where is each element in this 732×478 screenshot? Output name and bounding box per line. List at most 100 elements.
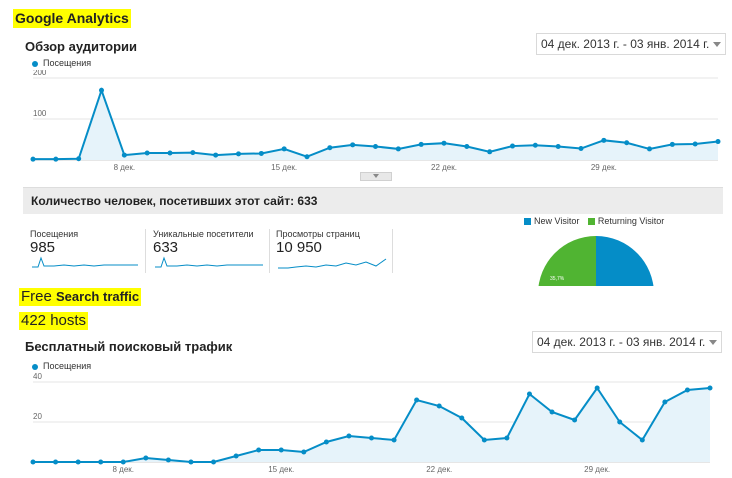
data-point [188, 459, 194, 465]
data-point [487, 149, 493, 155]
data-point [53, 156, 59, 162]
metric-unique-visitors[interactable]: Уникальные посетители 633 [153, 229, 265, 275]
data-point [98, 459, 104, 465]
data-point [165, 457, 171, 463]
data-point [30, 459, 36, 465]
search-traffic-heading: Free Search traffic [19, 288, 142, 306]
data-point [707, 385, 713, 391]
x-tick-label: 29 дек. [584, 465, 610, 474]
metric-separator [145, 229, 146, 273]
x-tick-label: 22 дек. [431, 163, 457, 172]
x-tick-label: 15 дек. [271, 163, 297, 172]
y-tick-label: 20 [33, 412, 42, 421]
data-point [414, 397, 420, 403]
data-point [532, 142, 538, 148]
data-point [120, 459, 126, 465]
metric-label: Уникальные посетители [153, 229, 254, 239]
data-point [464, 143, 470, 149]
data-point [669, 141, 675, 147]
data-point [99, 87, 104, 93]
data-point [211, 459, 217, 465]
data-point [30, 156, 36, 162]
data-point [617, 419, 623, 425]
pie-slice-label: 35,7% [550, 276, 565, 282]
chevron-down-icon [713, 42, 722, 48]
chart-resize-handle[interactable] [360, 172, 392, 181]
overview-date-range[interactable]: 04 дек. 2013 г. - 03 янв. 2014 г. [536, 33, 727, 55]
data-point [715, 139, 721, 145]
data-point [350, 142, 356, 148]
search-title: Бесплатный поисковый трафик [25, 339, 233, 354]
x-tick-label: 15 дек. [268, 465, 294, 474]
data-point [601, 137, 607, 143]
data-point [578, 146, 584, 152]
pie-slice-returning [538, 236, 596, 286]
search-heading-rest: Search traffic [56, 289, 140, 304]
data-point [75, 459, 81, 465]
summary-bar: Количество человек, посетивших этот сайт… [23, 187, 723, 214]
data-point [510, 143, 515, 149]
chevron-down-icon [373, 174, 379, 178]
legend-label: Посещения [43, 58, 92, 68]
data-point [144, 150, 150, 156]
metric-value: 985 [30, 239, 56, 256]
metric-separator [392, 229, 393, 273]
legend-label: Посещения [43, 361, 92, 371]
data-point [662, 399, 668, 405]
search-heading-prefix: Free [21, 288, 52, 305]
search-legend: Посещения [32, 361, 91, 371]
data-point [278, 447, 284, 453]
overview-title: Обзор аудитории [25, 39, 138, 54]
data-point [258, 150, 264, 156]
pie-legend: New Visitor Returning Visitor [524, 216, 664, 226]
data-point [373, 143, 378, 149]
data-point [436, 403, 442, 409]
data-point [121, 152, 127, 158]
data-point [395, 146, 401, 152]
data-point [639, 437, 645, 443]
data-point [504, 435, 510, 441]
data-point [236, 151, 241, 157]
date-range-text: 04 дек. 2013 г. - 03 янв. 2014 г. [541, 37, 710, 51]
metric-value: 633 [153, 239, 179, 256]
data-point [323, 439, 329, 445]
data-point [441, 140, 447, 146]
data-point [346, 433, 352, 439]
overview-legend: Посещения [32, 58, 91, 68]
pie-legend-returning: Returning Visitor [597, 216, 665, 226]
x-tick-label: 29 дек. [591, 163, 617, 172]
legend-swatch-icon [587, 218, 595, 226]
data-point [190, 150, 196, 156]
data-point [143, 455, 149, 461]
data-point [647, 146, 652, 152]
series-area [33, 90, 718, 160]
data-point [692, 141, 698, 147]
x-tick-label: 8 дек. [114, 163, 136, 172]
visitor-pie-chart: 35,7% [538, 236, 654, 286]
data-point [555, 143, 561, 149]
x-tick-label: 8 дек. [113, 465, 135, 474]
data-point [459, 415, 465, 421]
pie-slice-new [596, 236, 654, 286]
search-date-range[interactable]: 04 дек. 2013 г. - 03 янв. 2014 г. [532, 331, 723, 353]
chevron-down-icon [709, 340, 718, 346]
legend-swatch-icon [524, 218, 531, 226]
y-tick-label: 100 [33, 109, 47, 118]
metric-pageviews[interactable]: Просмотры страниц 10 950 [276, 229, 388, 275]
data-point [304, 154, 310, 160]
data-point [594, 385, 600, 391]
metric-visits[interactable]: Посещения 985 [30, 229, 140, 275]
metric-label: Посещения [30, 229, 79, 239]
metric-label: Просмотры страниц [276, 229, 360, 239]
data-point [481, 437, 487, 443]
data-point [327, 145, 333, 151]
metric-sparkline [278, 258, 387, 269]
hosts-label: 422 hosts [19, 312, 89, 330]
data-point [281, 146, 287, 152]
brand-label: Google Analytics [13, 9, 131, 28]
x-tick-label: 22 дек. [426, 465, 452, 474]
data-point [526, 391, 532, 397]
data-point [684, 387, 690, 393]
overview-chart: 100 200 8 дек. 15 дек. 22 дек. 29 дек. [30, 70, 721, 172]
data-point [76, 156, 82, 162]
